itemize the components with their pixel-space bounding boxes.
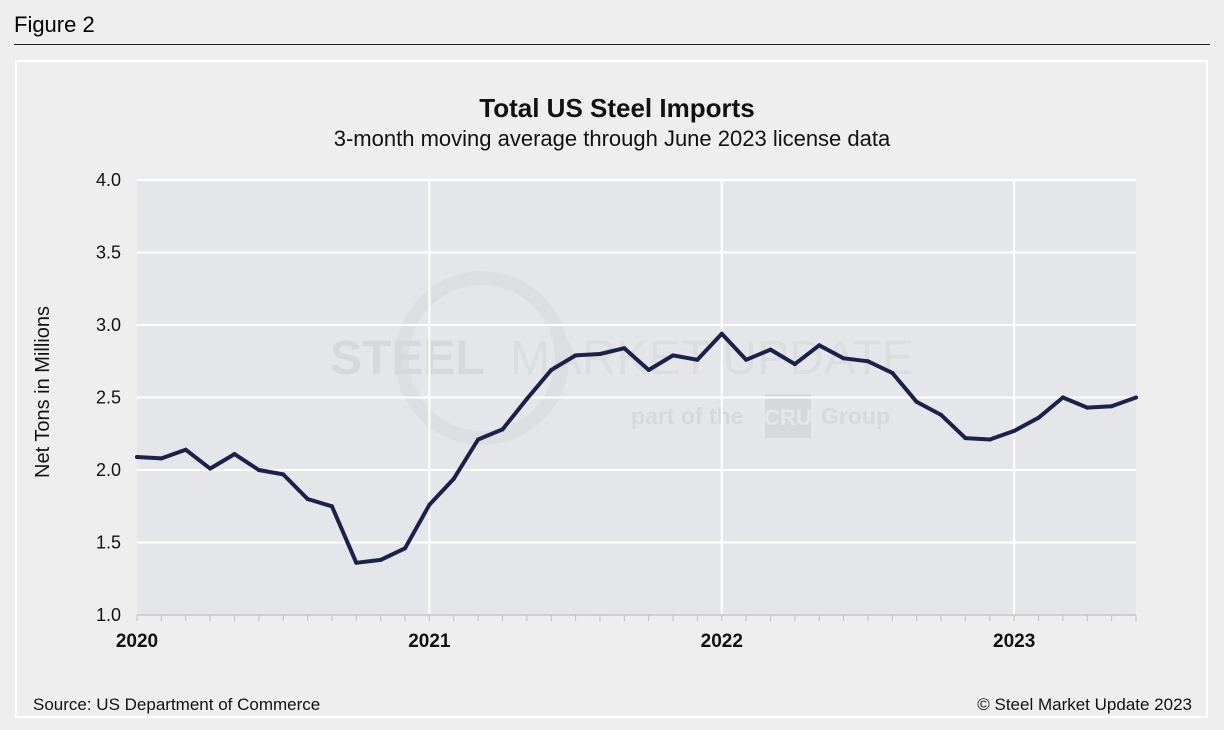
data-point — [890, 370, 895, 375]
y-tick-label: 1.5 — [96, 533, 121, 553]
data-point — [500, 427, 505, 432]
x-tick-label: 2022 — [701, 631, 743, 652]
data-point — [549, 367, 554, 372]
data-point — [987, 437, 992, 442]
grid-lines — [136, 179, 1137, 621]
data-point — [768, 347, 773, 352]
data-point — [573, 353, 578, 358]
data-point — [1036, 415, 1041, 420]
data-point — [914, 399, 919, 404]
data-point — [232, 452, 237, 457]
figure-label: Figure 2 — [14, 12, 95, 37]
y-tick-label: 3.5 — [96, 243, 121, 263]
x-tick-label: 2021 — [408, 631, 451, 652]
y-tick-label: 3.0 — [96, 315, 121, 335]
data-point — [719, 331, 724, 336]
data-point — [671, 353, 676, 358]
data-point — [841, 356, 846, 361]
source-note: Source: US Department of Commerce — [33, 695, 320, 714]
data-point — [1134, 395, 1138, 400]
data-point — [1109, 404, 1114, 409]
x-tick-label: 2020 — [116, 631, 158, 652]
data-point — [135, 454, 139, 459]
data-point — [159, 456, 164, 461]
y-tick-label: 1.0 — [96, 605, 121, 625]
data-point — [427, 502, 432, 507]
copyright-note: © Steel Market Update 2023 — [977, 695, 1192, 714]
chart-title: Total US Steel Imports — [479, 93, 754, 123]
watermark-group: Group — [821, 403, 890, 429]
data-point — [476, 437, 481, 442]
data-point — [256, 468, 261, 472]
data-point — [208, 466, 213, 471]
watermark-cru: CRU — [764, 405, 812, 430]
data-point — [744, 357, 749, 362]
data-point — [865, 359, 870, 364]
data-point — [1085, 405, 1090, 410]
data-point — [1012, 428, 1017, 433]
x-axis-ticks: 2020 2021 2022 2023 — [116, 631, 1035, 652]
data-point — [597, 352, 602, 356]
data-point — [939, 412, 944, 417]
data-point — [329, 504, 334, 509]
y-tick-label: 4.0 — [96, 170, 121, 190]
y-axis-label: Net Tons in Millions — [32, 306, 54, 478]
data-point — [817, 343, 822, 348]
data-point — [354, 560, 359, 565]
data-point — [378, 557, 383, 562]
data-point — [622, 346, 627, 351]
data-point — [963, 436, 968, 441]
series-line-imports — [135, 331, 1138, 565]
line-chart: Total US Steel Imports 3-month moving av… — [32, 93, 1192, 714]
chart-subtitle: 3-month moving average through June 2023… — [334, 126, 891, 151]
data-point — [524, 396, 529, 401]
data-point — [695, 357, 700, 362]
data-point — [281, 472, 286, 477]
y-tick-label: 2.0 — [96, 460, 121, 480]
chart-panel: Total US Steel Imports 3-month moving av… — [15, 60, 1208, 718]
data-point — [451, 476, 456, 481]
data-point — [1060, 395, 1065, 400]
watermark-cru-box — [765, 394, 811, 438]
data-point — [183, 447, 188, 452]
figure-divider — [14, 44, 1210, 45]
series-layer — [135, 331, 1138, 565]
watermark-part-of: part of the — [631, 403, 743, 429]
data-point — [403, 546, 408, 551]
watermark-steel: STEEL — [330, 332, 485, 385]
data-point — [305, 497, 310, 501]
y-axis-ticks: 1.0 1.5 2.0 2.5 3.0 3.5 4.0 — [96, 170, 121, 625]
x-tick-label: 2023 — [993, 631, 1035, 652]
data-point — [646, 367, 651, 372]
data-point — [792, 362, 797, 367]
y-tick-label: 2.5 — [96, 388, 121, 408]
